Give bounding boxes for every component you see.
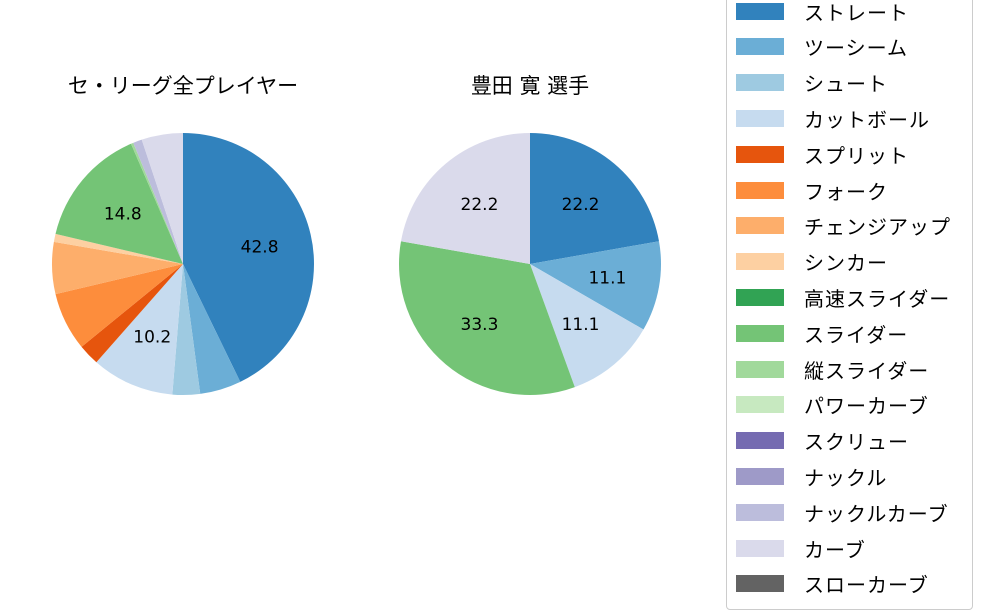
left-chart-title: セ・リーグ全プレイヤー bbox=[67, 74, 299, 98]
slice-value-label: 11.1 bbox=[588, 269, 626, 289]
legend-swatch bbox=[736, 432, 784, 450]
legend-label: スプリット bbox=[804, 143, 909, 168]
legend-label: フォーク bbox=[804, 179, 888, 204]
legend-item: ナックル bbox=[736, 464, 888, 490]
pie-slice bbox=[183, 264, 241, 394]
legend-label: チェンジアップ bbox=[804, 215, 951, 240]
legend-label: スライダー bbox=[804, 322, 909, 347]
legend-item: ナックルカーブ bbox=[736, 500, 949, 526]
right-chart-title: 豊田 寛 選手 bbox=[470, 74, 590, 98]
legend-item: スプリット bbox=[736, 142, 909, 168]
pie-slice bbox=[400, 133, 530, 264]
legend-swatch bbox=[736, 539, 784, 557]
legend-label: 縦スライダー bbox=[804, 358, 930, 383]
legend-swatch bbox=[736, 575, 784, 593]
legend-swatch bbox=[736, 467, 784, 485]
legend-label: 高速スライダー bbox=[804, 286, 951, 311]
player-pie-chart: 22.2 11.1 11.1 33.3 22.2 bbox=[398, 133, 661, 395]
slice-value-label: 42.8 bbox=[241, 237, 279, 257]
legend-label: カーブ bbox=[804, 537, 866, 562]
legend-swatch bbox=[736, 396, 784, 414]
slice-value-label: 14.8 bbox=[104, 205, 142, 225]
legend-label: ナックル bbox=[804, 465, 888, 490]
legend-label: スクリュー bbox=[804, 430, 909, 455]
pie-slice bbox=[96, 264, 183, 395]
legend-item: スローカーブ bbox=[736, 572, 929, 598]
pie-slice bbox=[530, 133, 660, 264]
pie-slice bbox=[53, 233, 184, 264]
pie-slice bbox=[530, 264, 644, 388]
slice-value-label: 10.2 bbox=[133, 327, 171, 347]
pie-charts: 42.8 10.2 14.8 22.2 11.1 11.1 33.3 22.2 bbox=[51, 133, 661, 395]
pie-slice bbox=[530, 241, 661, 330]
legend-item: スクリュー bbox=[736, 429, 909, 455]
legend: ストレートツーシームシュートカットボール スプリットフォークチェンジアップ シンカー… bbox=[726, 0, 973, 610]
legend-item: パワーカーブ bbox=[736, 393, 929, 419]
pie-slice bbox=[398, 241, 575, 395]
legend-swatch bbox=[736, 217, 784, 235]
pie-slice bbox=[183, 133, 314, 382]
legend-swatch bbox=[736, 74, 784, 92]
legend-swatch bbox=[736, 503, 784, 521]
slice-value-label: 22.2 bbox=[562, 195, 600, 215]
legend-item: ストレート bbox=[736, 0, 909, 25]
legend-swatch bbox=[736, 145, 784, 163]
legend-item: フォーク bbox=[736, 178, 888, 204]
pie-slice bbox=[172, 264, 201, 395]
legend-item: シンカー bbox=[736, 250, 888, 276]
legend-item: スライダー bbox=[736, 321, 909, 347]
pie-slice bbox=[51, 241, 183, 295]
legend-item: シュート bbox=[736, 71, 888, 97]
legend-item: 高速スライダー bbox=[736, 285, 951, 311]
legend-label: シュート bbox=[804, 72, 888, 97]
pie-slice bbox=[141, 133, 183, 264]
legend-label: シンカー bbox=[804, 251, 888, 276]
legend-label: ストレート bbox=[804, 0, 909, 25]
legend-item: カーブ bbox=[736, 536, 866, 562]
legend-item: チェンジアップ bbox=[736, 214, 951, 240]
legend-swatch bbox=[736, 360, 784, 378]
slice-value-label: 33.3 bbox=[461, 315, 499, 335]
legend-item: 縦スライダー bbox=[736, 357, 930, 383]
slice-value-label: 22.2 bbox=[461, 195, 499, 215]
pie-slice bbox=[55, 143, 183, 264]
legend-label: ナックルカーブ bbox=[804, 501, 949, 526]
legend-swatch bbox=[736, 38, 784, 56]
legend-swatch bbox=[736, 288, 784, 306]
legend-swatch bbox=[736, 253, 784, 271]
legend-item: カットボール bbox=[736, 106, 930, 132]
legend-swatch bbox=[736, 2, 784, 20]
pie-slice bbox=[81, 264, 183, 363]
legend-label: ツーシーム bbox=[804, 36, 908, 61]
legend-label: カットボール bbox=[804, 107, 930, 132]
slice-value-label: 11.1 bbox=[562, 315, 600, 335]
legend-swatch bbox=[736, 324, 784, 342]
legend-label: パワーカーブ bbox=[804, 394, 929, 419]
pie-slice bbox=[55, 264, 183, 347]
pie-slice bbox=[133, 139, 183, 264]
legend-swatch bbox=[736, 181, 784, 199]
legend-item: ツーシーム bbox=[736, 35, 908, 61]
pie-slice bbox=[130, 142, 183, 264]
legend-swatch bbox=[736, 109, 784, 127]
league-pie-chart: 42.8 10.2 14.8 bbox=[51, 133, 314, 395]
legend-label: スローカーブ bbox=[804, 573, 929, 598]
